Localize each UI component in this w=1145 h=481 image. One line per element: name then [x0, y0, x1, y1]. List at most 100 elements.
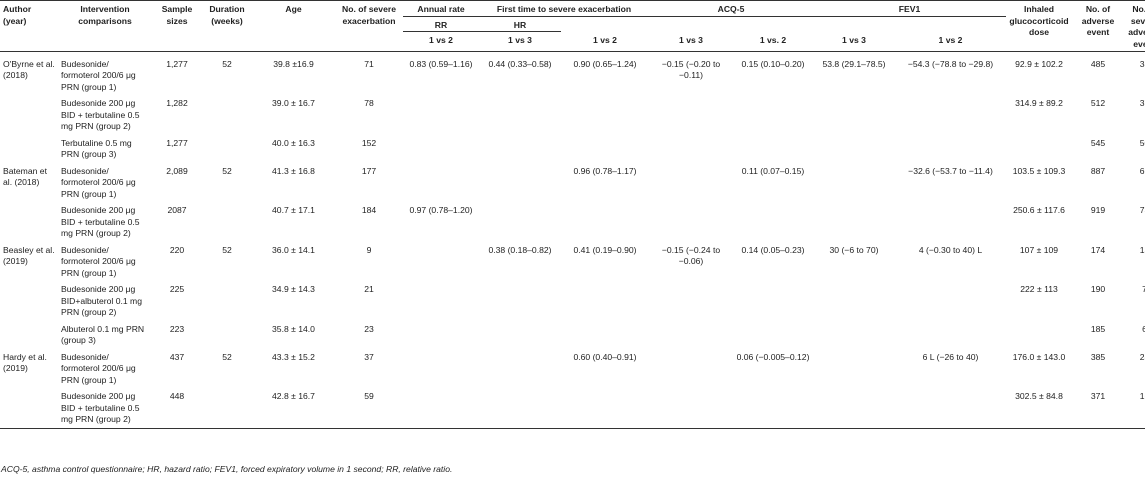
- cell-acq13: [649, 163, 733, 203]
- col-hr: HR: [479, 15, 561, 32]
- cell-n: 1,277: [166, 58, 188, 69]
- cell-acq13: [649, 202, 733, 242]
- table-footnote: ACQ-5, asthma control questionnaire; HR,…: [1, 464, 453, 474]
- col-annual: Annual rate: [417, 4, 465, 14]
- cell-age: 42.8 ± 16.7: [272, 391, 315, 401]
- cell-hr13: [479, 163, 561, 203]
- cell-ics: 302.5 ± 84.8: [1015, 391, 1063, 401]
- col-fev-1v3: 1 vs 3: [842, 34, 866, 45]
- cell-fev12: [895, 321, 1006, 349]
- cell-fev13: [813, 388, 895, 428]
- cell-author: Hardy et al. (2019): [3, 351, 47, 374]
- col-first-time: First time to severe exacerbation: [496, 4, 632, 14]
- cell-fev12: −54.3 (−78.8 to −29.8): [907, 58, 994, 69]
- cell-hr13: 0.38 (0.18–0.82): [488, 244, 552, 255]
- cell-rr: [403, 349, 479, 389]
- cell-acq13: [649, 349, 733, 389]
- cell-hr13: [479, 135, 561, 163]
- cell-sae: 28: [1139, 351, 1145, 362]
- cell-rr: [403, 163, 479, 203]
- cell-dur: [202, 95, 252, 135]
- col-age: Age: [285, 4, 302, 14]
- cell-intervention: Budesonide/ formoterol 200/6 μg PRN (gro…: [61, 58, 136, 92]
- table-row: Budesonide 200 μg BID+albuterol 0.1 mg P…: [0, 281, 1145, 321]
- cell-rr: [403, 95, 479, 135]
- cell-acq12: [733, 281, 813, 321]
- cell-sae: 13: [1139, 244, 1145, 255]
- cell-author: [0, 202, 58, 242]
- cell-age: 41.3 ± 16.8: [272, 165, 315, 176]
- cell-ae: 485: [1090, 58, 1106, 69]
- cell-acq12: [733, 135, 813, 163]
- cell-acq12: 0.11 (0.07–0.15): [741, 165, 805, 176]
- cell-ics: 107 ± 109: [1019, 244, 1059, 255]
- cell-dur: [202, 281, 252, 321]
- cell-acq12: [733, 388, 813, 428]
- cell-dur: 52: [222, 244, 232, 255]
- cell-n: 1,277: [166, 137, 188, 148]
- col-hr-1v3: 1 vs 3: [508, 35, 532, 45]
- cell-fev13: [813, 163, 895, 203]
- cell-t12: [561, 95, 649, 135]
- cell-n: 225: [169, 284, 185, 294]
- cell-fev13: [813, 202, 895, 242]
- cell-sae: 66: [1139, 165, 1145, 176]
- col-fev-1v2: 1 vs 2: [938, 34, 963, 45]
- cell-sae: 38: [1139, 58, 1145, 69]
- cell-ics: [1006, 135, 1072, 163]
- col-intervention: Intervention comparisons: [78, 4, 132, 26]
- cell-ae: 174: [1090, 244, 1106, 255]
- cell-author: Beasley et al. (2019): [3, 244, 55, 267]
- cell-intervention: Budesonide/ formoterol 200/6 μg PRN (gro…: [61, 244, 136, 278]
- cell-ae: 545: [1090, 137, 1106, 148]
- cell-hr13: [479, 95, 561, 135]
- cell-dur: [202, 202, 252, 242]
- cell-intervention: Budesonide 200 μg BID + terbutaline 0.5 …: [61, 205, 140, 238]
- cell-age: 39.8 ±16.9: [273, 58, 314, 69]
- col-nsevere: No. of severe exacerbation: [342, 4, 396, 26]
- cell-fev12: [895, 95, 1006, 135]
- col-acq-1v2: 1 vs. 2: [759, 34, 787, 45]
- cell-n: 220: [169, 244, 185, 255]
- col-nsevere-adverse: No. of severe adverse event: [1128, 4, 1145, 49]
- table-row: Budesonide 200 μg BID + terbutaline 0.5 …: [0, 388, 1145, 428]
- col-rr-1v2: 1 vs 2: [429, 35, 453, 45]
- cell-age: 40.7 ± 17.1: [272, 205, 315, 215]
- cell-fev12: [895, 281, 1006, 321]
- cell-fev12: 6 L (−26 to 40): [922, 351, 979, 362]
- col-duration: Duration (weeks): [209, 4, 245, 26]
- cell-acq12: [733, 95, 813, 135]
- cell-rr: [403, 321, 479, 349]
- table-row: Beasley et al. (2019) Budesonide/ formote…: [0, 242, 1145, 282]
- col-rr: RR: [403, 15, 479, 32]
- col-nadverse: No. of adverse event: [1081, 4, 1115, 37]
- col-fev: FEV1: [813, 0, 1006, 17]
- cell-sae: 73: [1139, 205, 1145, 215]
- col-sample: Sample sizes: [161, 4, 193, 26]
- cell-ics: 250.6 ± 117.6: [1013, 205, 1065, 215]
- cell-hr13: [479, 202, 561, 242]
- cell-fev12: 4 (−0.30 to 40) L: [918, 244, 983, 255]
- cell-author: [0, 95, 58, 135]
- cell-sev: 9: [366, 244, 372, 255]
- col-acq: ACQ-5: [649, 0, 813, 17]
- cell-hr13: [479, 349, 561, 389]
- cell-sae: 16: [1139, 391, 1145, 401]
- cell-dur: 52: [222, 165, 232, 176]
- cell-sev: 177: [361, 165, 377, 176]
- cell-sev: 71: [364, 58, 374, 69]
- cell-t12: 0.60 (0.40–0.91): [573, 351, 637, 362]
- cell-ics: 314.9 ± 89.2: [1015, 98, 1063, 108]
- cell-n: 448: [169, 391, 185, 401]
- table-row: Terbutaline 0.5 mg PRN (group 3) 1,277 40.…: [0, 135, 1145, 163]
- cell-n: 1,282: [166, 98, 188, 108]
- cell-rr: [403, 281, 479, 321]
- cell-ics: 176.0 ± 143.0: [1012, 351, 1066, 362]
- cell-hr13: [479, 321, 561, 349]
- table-row: Hardy et al. (2019) Budesonide/ formotero…: [0, 349, 1145, 389]
- cell-intervention: Terbutaline 0.5 mg PRN (group 3): [61, 137, 132, 160]
- cell-age: 39.0 ± 16.7: [272, 98, 315, 108]
- cell-sae: 37: [1139, 98, 1145, 108]
- cell-t12: 0.41 (0.19–0.90): [573, 244, 637, 255]
